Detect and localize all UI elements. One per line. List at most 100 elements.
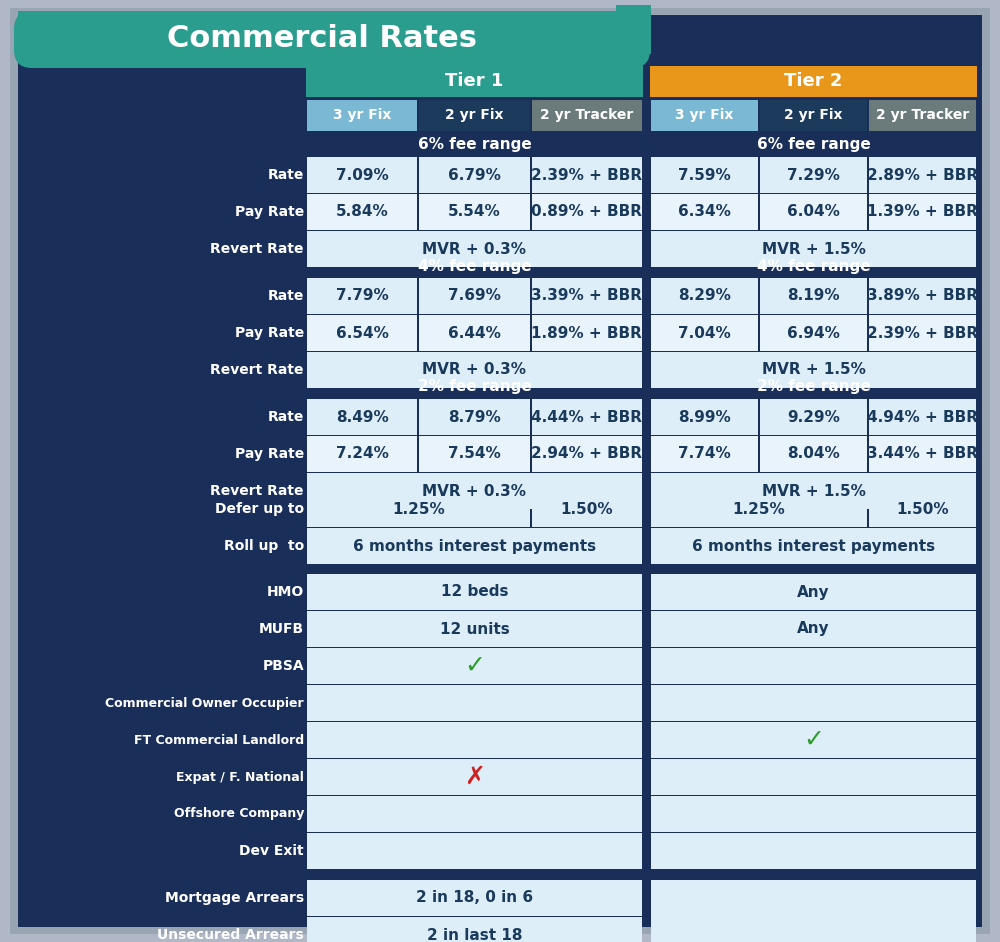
Bar — [532, 315, 642, 351]
Bar — [651, 880, 976, 942]
Bar — [651, 278, 758, 314]
Bar — [651, 352, 976, 388]
Text: 2 in 18, 0 in 6: 2 in 18, 0 in 6 — [416, 890, 533, 905]
Text: 2.89% + BBR: 2.89% + BBR — [867, 168, 978, 183]
Text: Offshore Company: Offshore Company — [174, 807, 304, 820]
Text: Dev Exit: Dev Exit — [239, 844, 304, 858]
Bar — [532, 491, 642, 527]
Bar — [307, 528, 642, 564]
Text: 2 yr Tracker: 2 yr Tracker — [876, 108, 969, 122]
Text: Rate: Rate — [268, 289, 304, 303]
Bar — [651, 759, 976, 795]
Text: 2% fee range: 2% fee range — [757, 380, 870, 395]
Bar — [307, 231, 642, 267]
Bar — [307, 759, 642, 795]
Bar — [869, 436, 976, 472]
Bar — [651, 473, 976, 509]
Text: Rate: Rate — [268, 410, 304, 424]
Bar — [307, 722, 642, 758]
Bar — [307, 315, 417, 351]
Text: 7.74%: 7.74% — [678, 447, 731, 462]
Bar — [307, 491, 530, 527]
Text: 9.29%: 9.29% — [787, 410, 840, 425]
Text: MVR + 0.3%: MVR + 0.3% — [422, 363, 526, 378]
Bar — [651, 100, 758, 131]
Text: 6 months interest payments: 6 months interest payments — [692, 539, 935, 554]
Text: 2.94% + BBR: 2.94% + BBR — [531, 447, 642, 462]
Bar — [650, 66, 977, 97]
Bar — [760, 194, 867, 230]
Text: PBSA: PBSA — [262, 659, 304, 673]
Bar — [651, 796, 976, 832]
Text: 8.04%: 8.04% — [787, 447, 840, 462]
Text: ✓: ✓ — [803, 728, 824, 752]
Text: 8.29%: 8.29% — [678, 288, 731, 303]
Bar — [869, 194, 976, 230]
Bar — [869, 157, 976, 193]
Text: Tier 1: Tier 1 — [445, 73, 504, 90]
Text: 7.59%: 7.59% — [678, 168, 731, 183]
Bar — [869, 399, 976, 435]
Text: 6.54%: 6.54% — [336, 326, 389, 340]
Text: Expat / F. National: Expat / F. National — [176, 771, 304, 784]
Text: Pay Rate: Pay Rate — [235, 326, 304, 340]
Bar — [419, 157, 530, 193]
Bar — [760, 157, 867, 193]
Text: 4.44% + BBR: 4.44% + BBR — [531, 410, 642, 425]
Text: MVR + 0.3%: MVR + 0.3% — [422, 241, 526, 256]
Bar — [307, 917, 642, 942]
Text: 7.24%: 7.24% — [336, 447, 389, 462]
Text: 2 in last 18: 2 in last 18 — [427, 928, 522, 942]
Text: 8.79%: 8.79% — [448, 410, 501, 425]
Bar — [651, 315, 758, 351]
Text: 7.29%: 7.29% — [787, 168, 840, 183]
Bar — [869, 100, 976, 131]
Bar — [532, 100, 642, 131]
Bar — [307, 685, 642, 721]
Text: 6% fee range: 6% fee range — [757, 138, 870, 153]
Text: 12 units: 12 units — [440, 622, 509, 637]
Text: ✗: ✗ — [464, 765, 485, 789]
Text: 3.89% + BBR: 3.89% + BBR — [867, 288, 978, 303]
Text: 7.04%: 7.04% — [678, 326, 731, 340]
Text: Roll up  to: Roll up to — [224, 539, 304, 553]
Text: 2.39% + BBR: 2.39% + BBR — [867, 326, 978, 340]
Bar — [532, 157, 642, 193]
Bar — [307, 436, 417, 472]
Bar — [532, 194, 642, 230]
Bar — [651, 528, 976, 564]
Text: 5.84%: 5.84% — [336, 204, 389, 219]
Bar — [651, 574, 976, 610]
Text: 6% fee range: 6% fee range — [418, 138, 531, 153]
Text: 2.39% + BBR: 2.39% + BBR — [531, 168, 642, 183]
Bar — [307, 399, 417, 435]
Bar — [419, 436, 530, 472]
Text: 7.79%: 7.79% — [336, 288, 389, 303]
Bar — [307, 473, 642, 509]
Bar — [760, 315, 867, 351]
Text: 1.25%: 1.25% — [392, 501, 445, 516]
Bar — [869, 278, 976, 314]
Text: Unsecured Arrears: Unsecured Arrears — [157, 928, 304, 942]
Text: 3.39% + BBR: 3.39% + BBR — [531, 288, 642, 303]
Text: 8.19%: 8.19% — [787, 288, 840, 303]
Bar — [532, 436, 642, 472]
Text: Commercial Rates: Commercial Rates — [167, 24, 477, 53]
Bar — [616, 5, 651, 54]
Bar — [419, 100, 530, 131]
Text: 7.09%: 7.09% — [336, 168, 389, 183]
Text: 4.94% + BBR: 4.94% + BBR — [867, 410, 978, 425]
Bar — [651, 194, 758, 230]
Text: ✓: ✓ — [464, 654, 485, 678]
Bar — [651, 685, 976, 721]
Text: Defer up to: Defer up to — [215, 502, 304, 516]
Bar — [651, 157, 758, 193]
Text: 1.25%: 1.25% — [733, 501, 785, 516]
Bar — [307, 278, 417, 314]
Text: Any: Any — [797, 584, 830, 599]
Text: Mortgage Arrears: Mortgage Arrears — [165, 891, 304, 905]
Text: MVR + 1.5%: MVR + 1.5% — [762, 241, 865, 256]
Bar — [419, 399, 530, 435]
Text: Rate: Rate — [268, 168, 304, 182]
Text: 6 months interest payments: 6 months interest payments — [353, 539, 596, 554]
